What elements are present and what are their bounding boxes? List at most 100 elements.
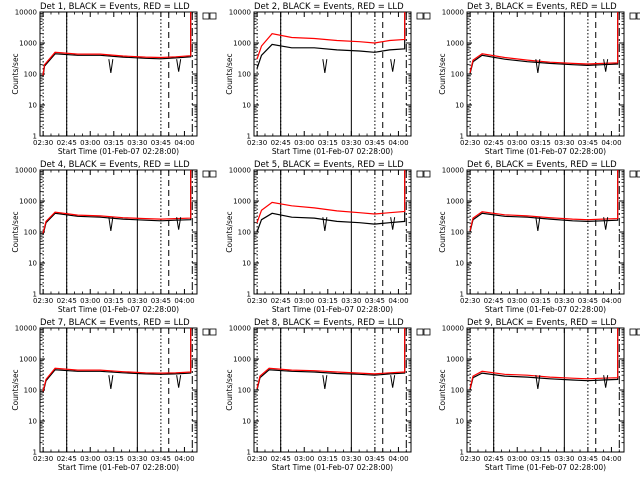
x-axis-label: Start Time (01-Feb-07 02:28:00) xyxy=(272,147,393,156)
series-lld xyxy=(469,328,619,389)
x-tick-label: 03:45 xyxy=(151,297,171,305)
y-tick-label: 10000 xyxy=(15,167,37,175)
x-tick-label: 03:30 xyxy=(341,297,361,305)
x-tick-label: 02:45 xyxy=(484,297,504,305)
y-tick-label: 10000 xyxy=(229,325,251,333)
top-box-marker xyxy=(209,170,217,178)
panel-title: Det 5, BLACK = Events, RED = LLD xyxy=(254,160,404,170)
y-tick-label: 10 xyxy=(242,102,251,110)
dip-feature xyxy=(535,375,541,390)
y-tick-label: 100 xyxy=(24,229,37,237)
y-tick-label: 1 xyxy=(33,291,37,299)
x-axis-label: Start Time (01-Feb-07 02:28:00) xyxy=(485,305,606,314)
panel-title: Det 9, BLACK = Events, RED = LLD xyxy=(467,318,617,328)
y-tick-label: 10000 xyxy=(15,325,37,333)
dip-feature xyxy=(108,375,114,390)
panel-det-1: Det 1, BLACK = Events, RED = LLD 1 10 100 10… xyxy=(11,2,217,156)
x-tick-label: 03:15 xyxy=(531,297,551,305)
x-tick-label: 04:00 xyxy=(388,139,408,147)
x-tick-label: 02:45 xyxy=(57,455,77,463)
y-tick-label: 1000 xyxy=(19,356,37,364)
x-tick-label: 04:00 xyxy=(388,297,408,305)
x-tick-label: 02:30 xyxy=(247,297,267,305)
y-tick-label: 100 xyxy=(238,71,251,79)
x-tick-label: 04:00 xyxy=(174,139,194,147)
x-tick-label: 03:30 xyxy=(127,139,147,147)
series-lld xyxy=(469,170,619,231)
top-box-marker xyxy=(416,12,424,20)
y-tick-label: 10 xyxy=(28,260,37,268)
x-tick-label: 02:30 xyxy=(460,297,480,305)
top-box-marker xyxy=(629,170,637,178)
x-tick-label: 03:00 xyxy=(507,139,527,147)
y-axis-label: Counts/sec xyxy=(11,369,20,410)
dip-feature xyxy=(108,59,114,74)
y-tick-label: 100 xyxy=(451,71,464,79)
top-box-marker xyxy=(423,12,431,20)
y-tick-label: 1 xyxy=(33,449,37,457)
x-tick-label: 04:00 xyxy=(601,139,621,147)
x-tick-label: 03:30 xyxy=(341,139,361,147)
dip-feature xyxy=(535,217,541,232)
y-tick-label: 100 xyxy=(451,229,464,237)
y-tick-label: 1000 xyxy=(233,356,251,364)
top-box-marker xyxy=(423,170,431,178)
y-axis-label: Counts/sec xyxy=(11,211,20,252)
y-tick-label: 1 xyxy=(460,291,464,299)
x-axis-label: Start Time (01-Feb-07 02:28:00) xyxy=(485,147,606,156)
y-tick-label: 100 xyxy=(24,71,37,79)
top-box-marker xyxy=(202,328,210,336)
x-tick-label: 02:45 xyxy=(484,455,504,463)
x-tick-label: 03:15 xyxy=(104,455,124,463)
x-tick-label: 03:30 xyxy=(341,455,361,463)
dip-feature xyxy=(176,217,182,230)
top-box-marker xyxy=(202,12,210,20)
x-tick-label: 03:00 xyxy=(507,297,527,305)
x-tick-label: 02:45 xyxy=(271,139,291,147)
x-tick-label: 03:45 xyxy=(365,297,385,305)
x-tick-label: 03:45 xyxy=(151,139,171,147)
dip-feature xyxy=(535,59,541,74)
x-tick-label: 03:30 xyxy=(127,297,147,305)
y-tick-label: 1 xyxy=(247,133,251,141)
top-box-marker xyxy=(209,328,217,336)
x-tick-label: 02:30 xyxy=(33,455,53,463)
top-box-marker xyxy=(629,12,637,20)
y-tick-label: 10000 xyxy=(15,9,37,17)
x-tick-label: 02:30 xyxy=(460,139,480,147)
plot-frame xyxy=(253,327,412,453)
dip-feature xyxy=(322,59,328,74)
y-axis-label: Counts/sec xyxy=(438,369,447,410)
top-box-marker xyxy=(423,328,431,336)
x-tick-label: 04:00 xyxy=(174,455,194,463)
x-tick-label: 03:15 xyxy=(318,297,338,305)
series-lld xyxy=(256,170,406,223)
y-axis-label: Counts/sec xyxy=(438,211,447,252)
x-tick-label: 03:00 xyxy=(294,297,314,305)
x-tick-label: 03:15 xyxy=(531,455,551,463)
x-tick-label: 02:30 xyxy=(33,297,53,305)
top-box-marker xyxy=(416,170,424,178)
plot-frame xyxy=(466,169,625,295)
dip-feature xyxy=(603,375,609,388)
x-tick-label: 03:00 xyxy=(294,139,314,147)
dip-feature xyxy=(390,375,396,388)
x-axis-label: Start Time (01-Feb-07 02:28:00) xyxy=(58,147,179,156)
x-tick-label: 03:45 xyxy=(151,455,171,463)
x-tick-label: 02:45 xyxy=(271,455,291,463)
panel-det-2: Det 2, BLACK = Events, RED = LLD 1 10 100 10… xyxy=(225,2,431,156)
y-tick-label: 1000 xyxy=(446,40,464,48)
dip-feature xyxy=(322,217,328,232)
y-tick-label: 10 xyxy=(455,260,464,268)
panel-title: Det 6, BLACK = Events, RED = LLD xyxy=(467,160,617,170)
y-tick-label: 1000 xyxy=(446,198,464,206)
x-tick-label: 03:30 xyxy=(554,455,574,463)
x-tick-label: 03:15 xyxy=(531,139,551,147)
panel-det-7: Det 7, BLACK = Events, RED = LLD 1 10 100 10… xyxy=(11,318,217,472)
x-tick-label: 03:45 xyxy=(578,139,598,147)
x-tick-label: 03:00 xyxy=(80,297,100,305)
y-tick-label: 100 xyxy=(238,229,251,237)
x-tick-label: 03:45 xyxy=(365,139,385,147)
x-tick-label: 03:00 xyxy=(507,455,527,463)
